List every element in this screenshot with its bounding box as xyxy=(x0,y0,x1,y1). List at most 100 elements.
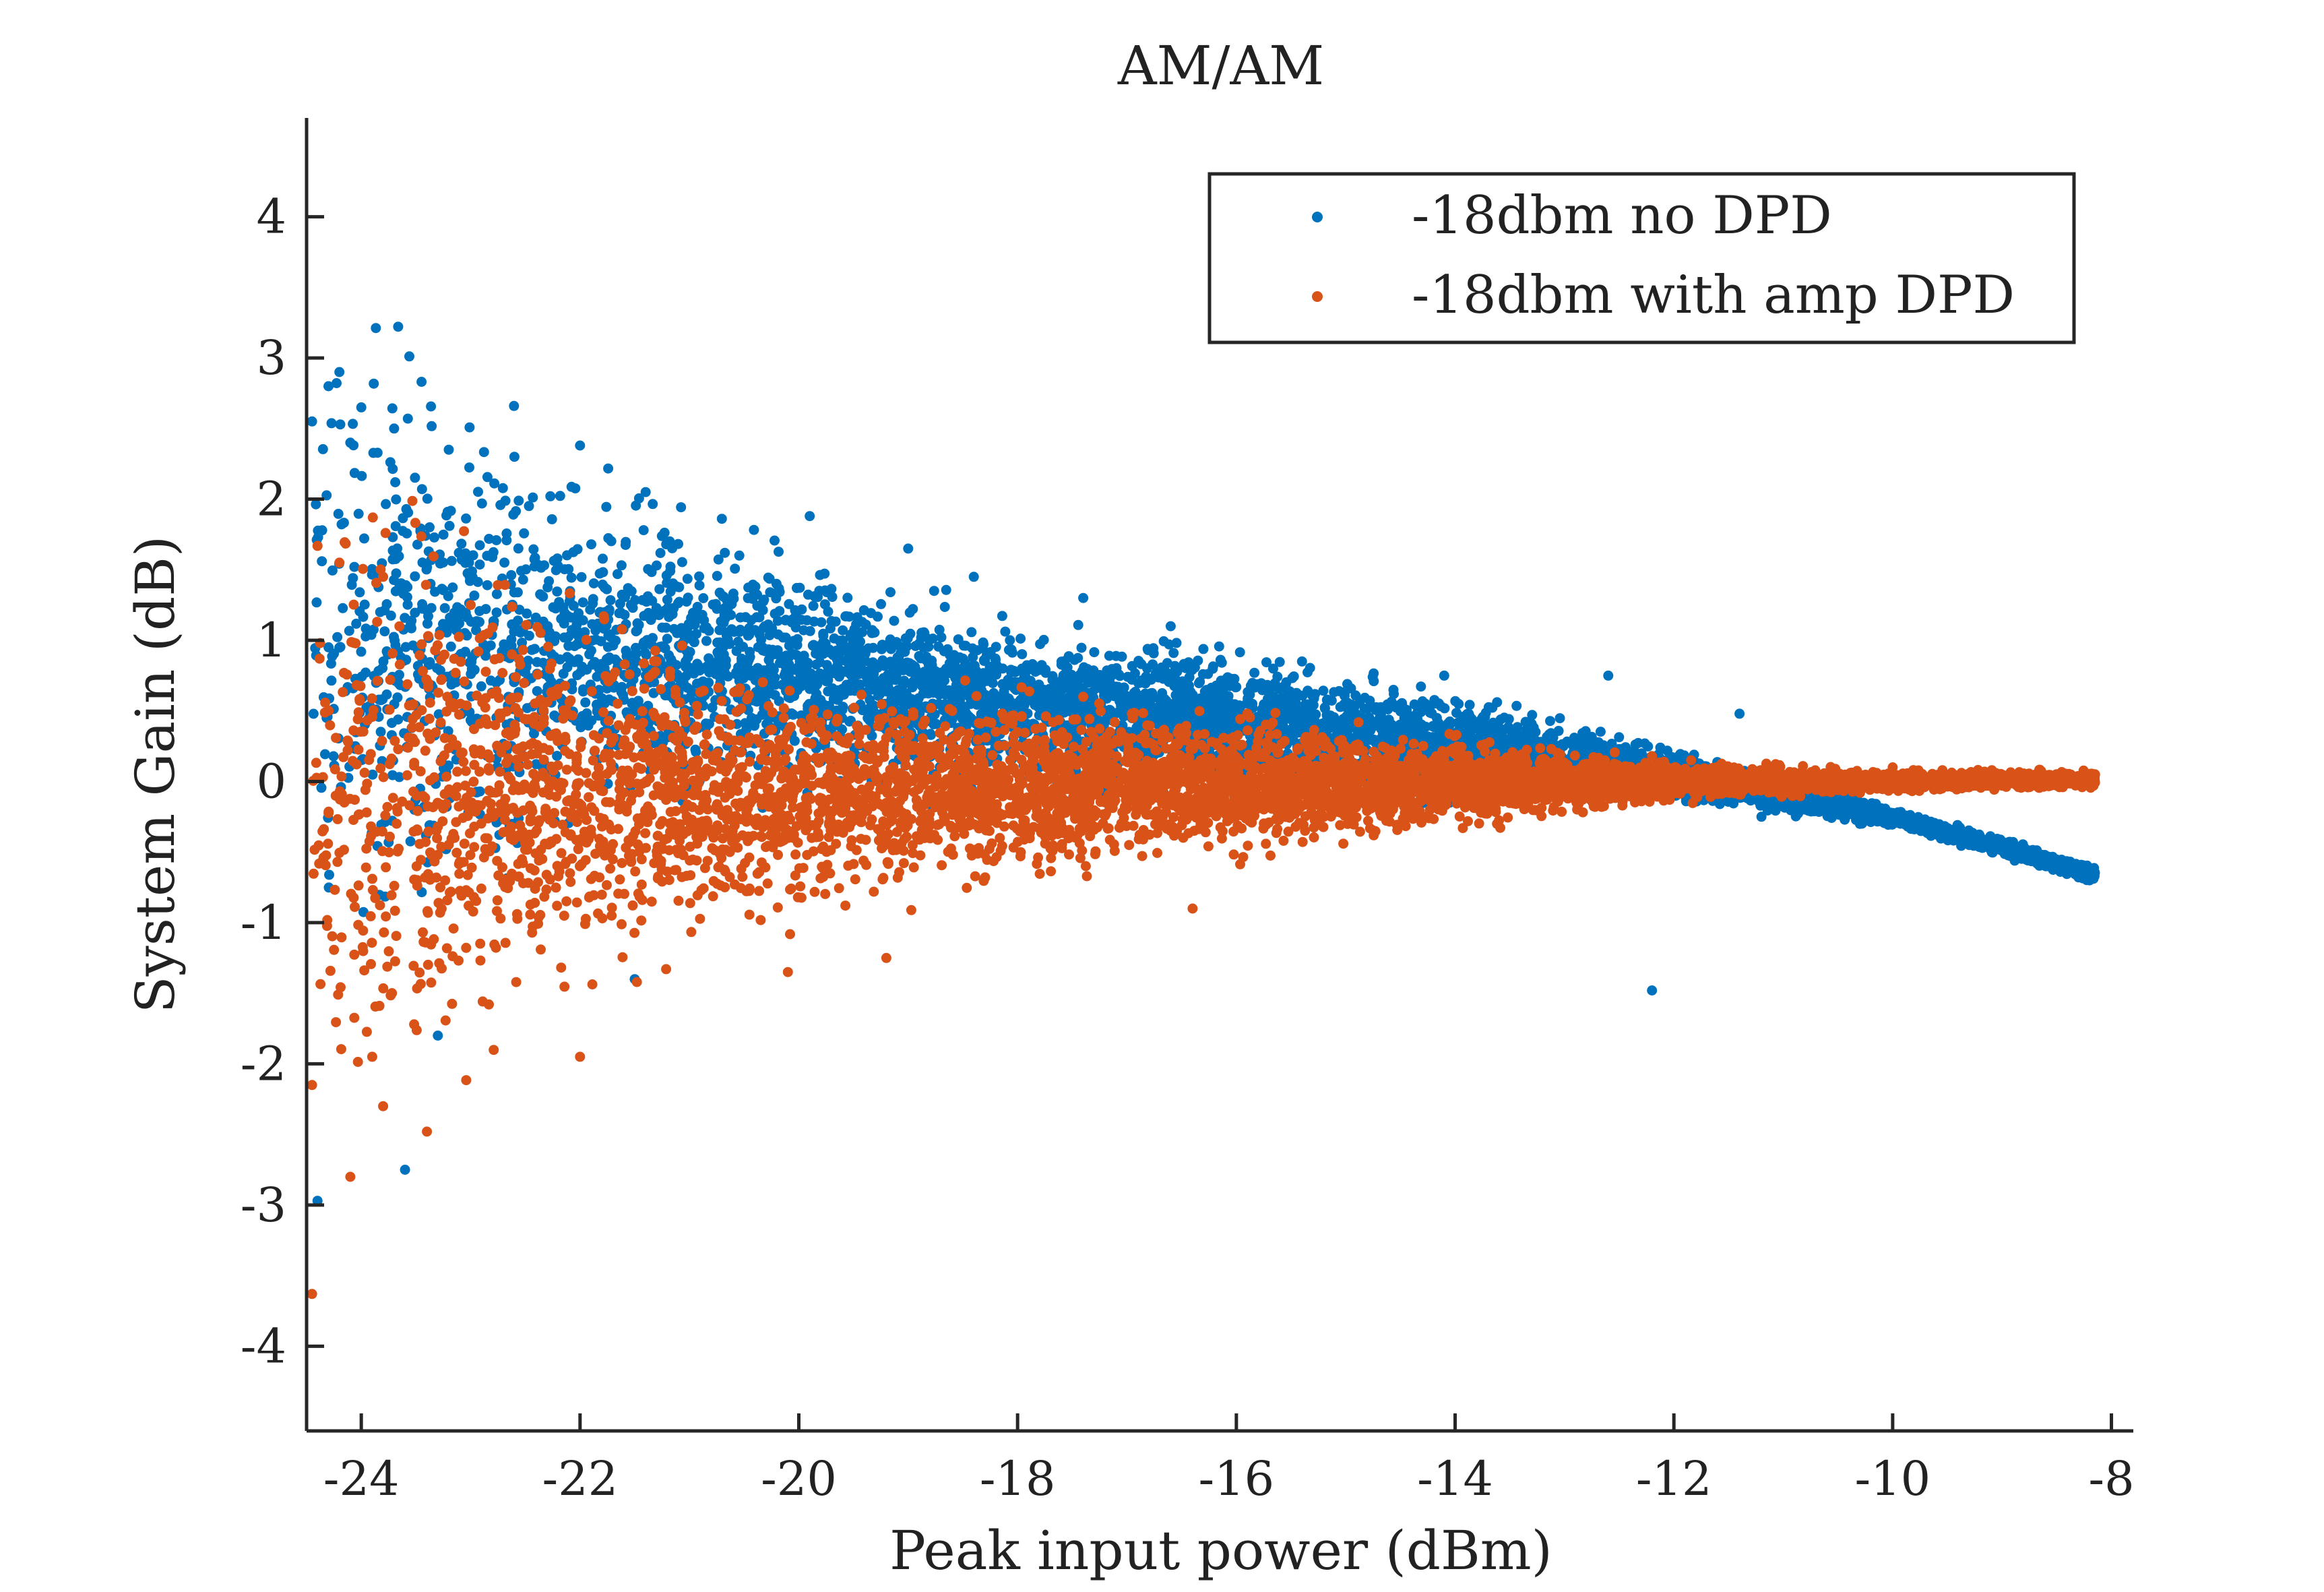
scatter-point xyxy=(605,595,616,605)
scatter-point xyxy=(405,836,416,847)
scatter-point xyxy=(720,547,730,558)
scatter-point xyxy=(991,642,1001,652)
scatter-point xyxy=(1451,708,1462,718)
scatter-point xyxy=(798,625,809,636)
scatter-point xyxy=(1234,647,1245,658)
scatter-point xyxy=(916,627,927,638)
scatter-point xyxy=(967,643,978,654)
scatter-point xyxy=(576,572,587,582)
scatter-point xyxy=(780,632,791,643)
scatter-point xyxy=(661,570,672,581)
scatter-point xyxy=(438,585,449,596)
scatter-point xyxy=(819,599,830,610)
scatter-point xyxy=(464,571,475,582)
scatter-point xyxy=(664,536,675,547)
scatter-point xyxy=(1554,713,1565,724)
scatter-point xyxy=(598,567,608,578)
scatter-point xyxy=(763,619,774,630)
scatter-point xyxy=(491,607,502,618)
scatter-point xyxy=(1272,671,1283,682)
scatter-point xyxy=(517,574,528,585)
scatter-point xyxy=(308,708,319,719)
scatter-point xyxy=(868,642,879,653)
scatter-point xyxy=(958,640,969,651)
scatter-point xyxy=(698,593,709,603)
scatter-point xyxy=(555,491,565,501)
scatter-point xyxy=(402,599,413,610)
scatter-point xyxy=(474,559,485,570)
scatter-point xyxy=(643,563,654,574)
scatter-point xyxy=(482,580,493,590)
scatter-point xyxy=(738,673,749,683)
scatter-point xyxy=(598,553,608,564)
scatter-point xyxy=(389,575,400,586)
scatter-point xyxy=(1000,626,1011,637)
scatter-point xyxy=(544,576,555,586)
scatter-point xyxy=(792,634,803,644)
scatter-point xyxy=(447,582,458,593)
scatter-point xyxy=(1161,696,1172,706)
scatter-point xyxy=(446,679,457,690)
scatter-point xyxy=(499,557,510,568)
scatter-point xyxy=(694,571,705,582)
scatter-point xyxy=(563,563,574,574)
scatter-point xyxy=(1089,647,1100,658)
scatter-point xyxy=(338,603,348,613)
scatter-point xyxy=(464,657,475,668)
scatter-point xyxy=(1614,732,1625,743)
scatter-point xyxy=(332,632,343,642)
scatter-point xyxy=(648,499,658,510)
scatter-point xyxy=(497,483,508,493)
scatter-point xyxy=(730,563,741,574)
scatter-point xyxy=(1503,722,1513,732)
scatter-point xyxy=(1193,655,1203,666)
scatter-point xyxy=(682,574,693,584)
scatter-point xyxy=(1643,741,1654,752)
scatter-point xyxy=(528,544,539,555)
scatter-point xyxy=(889,615,900,626)
scatter-point xyxy=(348,419,358,429)
scatter-point xyxy=(478,447,489,458)
scatter-point xyxy=(351,618,362,629)
scatter-point xyxy=(389,632,399,642)
scatter-point xyxy=(545,491,556,501)
scatter-point xyxy=(789,735,800,746)
scatter-point xyxy=(701,718,711,729)
scatter-point xyxy=(1187,665,1197,675)
points-layer xyxy=(307,322,2100,1299)
scatter-point xyxy=(866,702,877,712)
scatter-point xyxy=(1214,641,1224,652)
scatter-point xyxy=(1511,700,1522,711)
scatter-point xyxy=(616,607,626,618)
scatter-point xyxy=(328,751,339,762)
scatter-point xyxy=(899,675,910,686)
scatter-point xyxy=(674,582,685,592)
scatter-point xyxy=(461,513,472,524)
scatter-point xyxy=(333,508,344,519)
scatter-point xyxy=(857,627,868,638)
scatter-point xyxy=(1545,716,1555,727)
scatter-point xyxy=(1038,634,1049,645)
scatter-point xyxy=(1117,651,1127,662)
scatter-point xyxy=(426,401,437,412)
scatter-point xyxy=(338,518,349,528)
scatter-point xyxy=(694,580,705,591)
scatter-point xyxy=(677,557,687,568)
scatter-point xyxy=(1168,648,1179,659)
scatter-point xyxy=(774,547,784,557)
scatter-point xyxy=(1595,727,1606,737)
scatter-point xyxy=(346,580,357,590)
scatter-point xyxy=(765,661,776,672)
scatter-point xyxy=(390,521,401,532)
scatter-point xyxy=(552,586,563,597)
scatter-point xyxy=(326,418,337,429)
scatter-point xyxy=(474,617,484,627)
scatter-point xyxy=(438,529,449,540)
scatter-point xyxy=(349,561,360,572)
scatter-point xyxy=(317,556,327,567)
scatter-point xyxy=(356,646,367,657)
scatter-point xyxy=(416,484,427,495)
scatter-point xyxy=(997,611,1007,621)
scatter-point xyxy=(1342,679,1352,690)
scatter-point xyxy=(369,378,379,389)
